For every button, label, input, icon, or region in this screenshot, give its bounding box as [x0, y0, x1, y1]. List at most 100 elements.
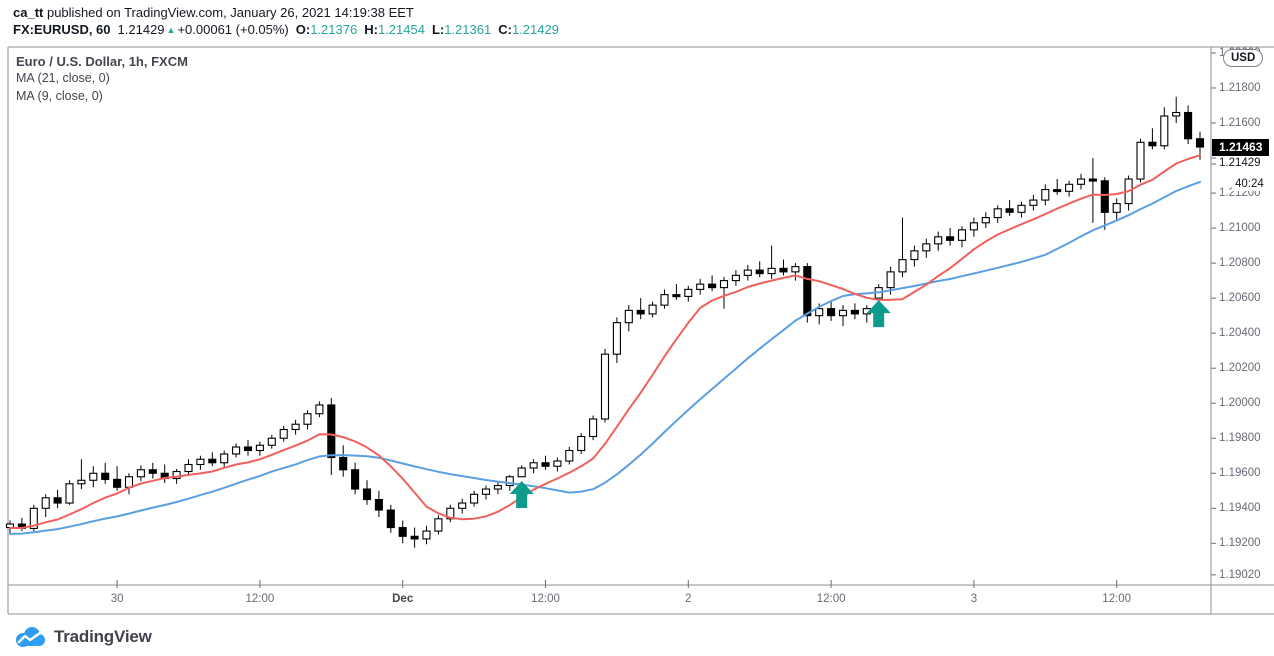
candle-up — [969, 222, 978, 231]
time-tick-label: 12:00 — [1102, 593, 1132, 605]
candle-up — [89, 472, 98, 481]
candle-down — [755, 269, 764, 275]
candle-up — [458, 502, 467, 509]
candle-up — [589, 418, 598, 438]
candle-down — [708, 283, 717, 289]
candle-up — [767, 267, 776, 275]
candle-up — [291, 423, 300, 431]
up-triangle-icon: ▲ — [166, 25, 176, 35]
price-axis[interactable]: 1.220001.218001.216001.214001.212001.210… — [1211, 47, 1274, 614]
candle-up — [910, 250, 919, 261]
publish-header: ca_tt published on TradingView.com, Janu… — [13, 5, 559, 38]
close-value: 1.21429 — [511, 22, 559, 37]
currency-toggle-button[interactable]: USD — [1223, 49, 1264, 67]
candle-down — [1088, 178, 1097, 182]
candle-down — [113, 478, 122, 488]
candle-up — [1041, 189, 1050, 201]
publish-info-line: ca_tt published on TradingView.com, Janu… — [13, 5, 559, 21]
candle-up — [41, 497, 50, 509]
candle-up — [303, 413, 312, 425]
candle-up — [184, 463, 193, 473]
candle-up — [743, 269, 752, 276]
candle-down — [386, 509, 395, 529]
candle-up — [1160, 115, 1169, 147]
candle-up — [279, 428, 288, 439]
price-tick-label: 1.19600 — [1219, 467, 1261, 480]
last-price: 1.21429 — [117, 22, 165, 37]
candle-down — [672, 294, 681, 298]
candle-up — [922, 243, 931, 252]
candle-down — [850, 309, 859, 315]
price-tick-label: 1.19800 — [1219, 432, 1261, 445]
candle-up — [660, 294, 669, 306]
candle-up — [196, 458, 205, 466]
price-change: +0.00061 (+0.05%) — [177, 22, 289, 37]
price-tick-label: 1.21600 — [1219, 117, 1261, 129]
candle-up — [731, 274, 740, 282]
candle-up — [493, 484, 502, 490]
candle-up — [470, 493, 479, 504]
time-axis[interactable]: 30 12:00 Dec 12:00 2 12:00 3 12:00 — [8, 585, 1211, 614]
price-tick-label: 1.20400 — [1219, 327, 1261, 340]
candle-up — [553, 460, 562, 467]
candle-down — [1184, 111, 1193, 140]
price-tick-label: 1.20800 — [1219, 257, 1261, 270]
low-value: 1.21361 — [444, 22, 492, 37]
candle-down — [148, 469, 157, 474]
candle-down — [1195, 138, 1205, 148]
candle-up — [577, 435, 586, 452]
time-tick-label: 12:00 — [816, 593, 846, 605]
price-tick-label: 1.20600 — [1219, 292, 1261, 305]
high-label: H: — [364, 22, 378, 37]
candle-down — [1148, 141, 1157, 147]
chart-title: Euro / U.S. Dollar, 1h, FXCM — [16, 54, 188, 69]
candle-down — [946, 236, 955, 241]
candle-up — [1017, 204, 1026, 213]
candle-up — [136, 469, 145, 478]
last-price-tag: 1.21463 — [1212, 138, 1269, 156]
publish-info: published on TradingView.com, January 26… — [43, 5, 414, 20]
candle-up — [648, 304, 657, 315]
open-value: 1.21376 — [310, 22, 358, 37]
candle-up — [934, 236, 943, 245]
candle-down — [243, 446, 253, 452]
candle-down — [362, 488, 372, 501]
up-arrow-icon — [509, 480, 534, 508]
candle-up — [517, 467, 526, 478]
bar-countdown: 40:24 — [1232, 176, 1267, 191]
candle-up — [993, 208, 1002, 219]
candle-up — [957, 229, 967, 241]
tradingview-cloud-icon — [16, 627, 45, 647]
time-tick-label: 12:00 — [245, 593, 275, 605]
candle-down — [351, 469, 360, 490]
candle-up — [791, 266, 800, 273]
candle-down — [827, 308, 836, 317]
candle-up — [1065, 183, 1074, 192]
high-value: 1.21454 — [377, 22, 425, 37]
candle-up — [481, 488, 491, 495]
ma21-line — [9, 180, 1201, 535]
candle-up — [1112, 203, 1121, 213]
candle-down — [410, 535, 419, 540]
tradingview-logo[interactable]: TradingView — [13, 624, 152, 650]
candle-down — [101, 472, 110, 480]
candle-up — [172, 470, 181, 480]
price-tick-label: 1.20200 — [1219, 362, 1261, 375]
candle-up — [232, 446, 241, 455]
candle-up — [267, 437, 276, 446]
candle-down — [53, 497, 62, 504]
candle-up — [684, 288, 693, 297]
price-tick-label: 1.19020 — [1219, 568, 1261, 581]
candle-up — [898, 259, 907, 273]
price-tick-label: 1.19200 — [1219, 537, 1261, 550]
candle-up — [719, 280, 729, 289]
time-tick-label: 3 — [970, 593, 978, 605]
candle-up — [505, 476, 514, 487]
candle-up — [1076, 178, 1086, 185]
candle-up — [422, 530, 431, 540]
close-label: C: — [498, 22, 512, 37]
candle-down — [1100, 180, 1109, 213]
up-arrow-icon — [866, 300, 891, 328]
